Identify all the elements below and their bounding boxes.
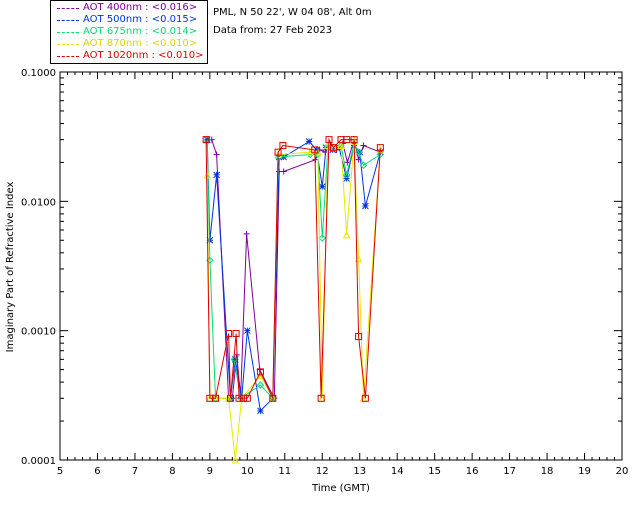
series-aot-1020nm	[202, 136, 384, 402]
data-point	[360, 142, 367, 149]
plot-frame	[59, 71, 623, 461]
y-tick-label: 0.0010	[21, 327, 56, 338]
data-point	[243, 230, 250, 237]
data-point	[305, 138, 313, 145]
x-tick-label: 18	[541, 466, 554, 477]
data-point	[269, 394, 277, 402]
x-tick-label: 16	[466, 466, 479, 477]
data-point	[355, 333, 363, 341]
data-point	[231, 356, 239, 363]
data-point	[226, 394, 234, 402]
y-tick-label: 0.0001	[21, 456, 56, 467]
data-point	[279, 142, 287, 150]
data-point	[330, 144, 338, 152]
x-tick-label: 6	[94, 466, 100, 477]
data-point	[354, 148, 363, 156]
legend-swatch	[57, 32, 79, 33]
legend-swatch	[57, 44, 79, 45]
x-tick-label: 17	[503, 466, 516, 477]
data-point	[313, 148, 322, 156]
x-tick-label: 13	[353, 466, 366, 477]
x-tick-label: 11	[278, 466, 291, 477]
data-point	[343, 136, 351, 144]
data-point	[257, 407, 264, 415]
data-point	[235, 394, 243, 402]
y-tick-label: 0.1000	[21, 68, 56, 79]
data-point	[325, 136, 333, 144]
x-tick-label: 19	[578, 466, 591, 477]
x-tick-label: 15	[428, 466, 441, 477]
series-aot-675nm	[203, 135, 385, 402]
x-tick-label: 10	[241, 466, 254, 477]
data-point	[335, 144, 343, 152]
data-point	[243, 327, 251, 335]
data-point	[256, 381, 265, 389]
data-point	[361, 202, 369, 210]
x-tick-label: 5	[57, 466, 63, 477]
data-point	[318, 234, 326, 242]
data-point	[213, 151, 220, 158]
data-point	[376, 144, 384, 152]
data-point	[230, 355, 238, 364]
series-layer	[202, 135, 385, 464]
y-tick-label: 0.0100	[21, 197, 56, 208]
data-point	[361, 394, 369, 402]
data-point	[376, 150, 385, 159]
legend: AOT 400nm : <0.016> AOT 500nm : <0.015> …	[50, 0, 208, 64]
series-line	[206, 141, 381, 461]
legend-label: AOT 1020nm : <0.010>	[83, 50, 204, 61]
data-point	[337, 141, 345, 150]
data-point	[240, 394, 248, 402]
data-point	[211, 394, 219, 402]
data-point	[213, 171, 220, 179]
legend-swatch	[57, 20, 79, 21]
series-aot-500nm	[203, 136, 384, 415]
axes: 5 6 7 8 9 10 11 12 13 14 15 16 17 18 19 20 0.0001 0.0010 0…	[21, 68, 628, 477]
legend-swatch	[57, 56, 79, 57]
data-point	[342, 230, 351, 239]
data-point	[225, 330, 233, 338]
legend-label: AOT 870nm : <0.010>	[83, 38, 198, 49]
x-tick-label: 9	[207, 466, 213, 477]
x-axis-label: Time (GMT)	[311, 483, 370, 494]
x-tick-label: 7	[132, 466, 138, 477]
x-tick-label: 12	[316, 466, 329, 477]
data-point	[232, 330, 240, 338]
series-line	[206, 139, 381, 412]
data-point	[356, 148, 364, 156]
data-point	[203, 170, 212, 179]
data-point	[280, 168, 287, 175]
x-tick-label: 14	[391, 466, 404, 477]
data-point	[359, 161, 368, 169]
y-axis-label: Imaginary Part of Refractive Index	[5, 182, 16, 353]
data-point	[322, 144, 330, 152]
data-point	[313, 146, 321, 154]
date-info: Data from: 27 Feb 2023	[213, 25, 333, 36]
data-point	[202, 136, 210, 144]
series-line	[205, 137, 381, 399]
data-point	[243, 394, 251, 402]
data-point	[342, 171, 351, 179]
legend-label: AOT 500nm : <0.015>	[83, 14, 198, 25]
x-tick-label: 8	[169, 466, 175, 477]
data-point	[317, 394, 325, 402]
data-point	[274, 148, 282, 156]
legend-label: AOT 675nm : <0.014>	[83, 26, 198, 37]
data-point	[318, 183, 326, 190]
data-point	[350, 136, 358, 144]
series-aot-400nm	[204, 136, 384, 402]
data-point	[324, 141, 332, 150]
x-tick-label: 20	[616, 466, 629, 477]
site-info: PML, N 50 22', W 04 08', Alt 0m	[213, 7, 372, 18]
data-point	[311, 146, 319, 154]
series-aot-870nm	[203, 137, 385, 464]
data-point	[256, 368, 264, 376]
legend-swatch	[57, 8, 79, 9]
legend-label: AOT 400nm : <0.016>	[83, 2, 198, 13]
data-point	[231, 455, 240, 464]
